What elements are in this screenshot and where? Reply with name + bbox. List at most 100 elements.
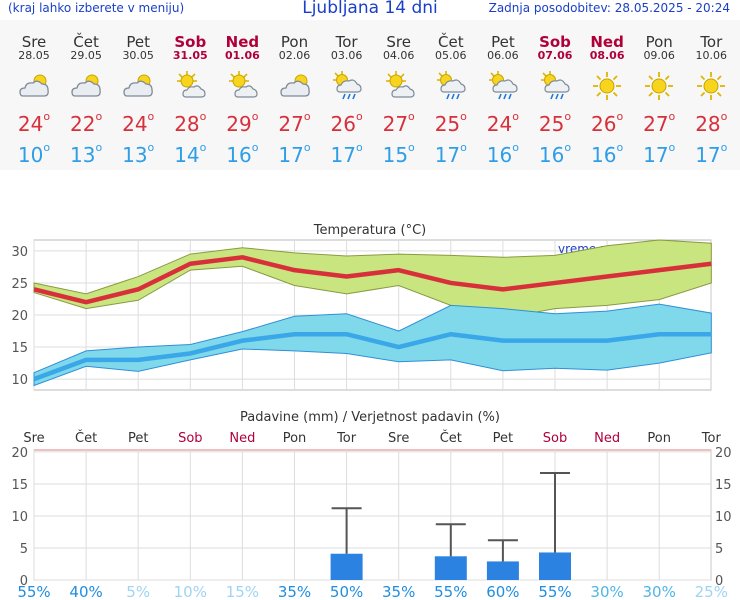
day-name: Pon	[280, 33, 309, 51]
precipitation-probability: 35%	[382, 583, 415, 600]
max-temperature: 26o	[330, 110, 363, 136]
min-temperature-range-band	[33, 303, 712, 387]
sun-rain-icon	[332, 71, 362, 100]
day-name: Ned	[225, 33, 260, 51]
day-name: Pet	[491, 33, 515, 51]
day-name: Ned	[590, 33, 624, 51]
location-menu-hint[interactable]: (kraj lahko izberete v meniju)	[8, 1, 185, 15]
x-tick-label: Čet	[440, 430, 462, 446]
day-name: Pon	[645, 33, 673, 51]
plot-area	[33, 449, 712, 581]
x-tick-label: Sre	[388, 431, 409, 446]
precipitation-probability: 50%	[330, 583, 363, 600]
x-tick-label: Tor	[336, 431, 357, 446]
min-temperature: 13o	[70, 141, 103, 167]
last-update-text: Zadnja posodobitev: 28.05.2025 - 20:24	[488, 1, 730, 15]
max-temperature: 29o	[226, 110, 259, 136]
sun-rain-icon	[541, 71, 570, 100]
min-temperature: 10o	[17, 141, 51, 167]
precipitation-bar	[434, 556, 467, 580]
day-date: 10.06	[695, 49, 728, 62]
min-temperature: 17o	[434, 141, 467, 167]
day-date: 30.05	[122, 49, 154, 62]
partly-cloudy-icon	[19, 74, 49, 97]
chart-title: Padavine (mm) / Verjetnost padavin (%)	[240, 410, 500, 425]
y-tick-label-right: 0	[715, 574, 723, 589]
page-title: Ljubljana 14 dni	[302, 0, 438, 18]
max-temperature: 24o	[486, 110, 519, 136]
y-tick-label-left: 15	[11, 478, 28, 493]
precipitation-bar	[330, 553, 363, 580]
sun-cloud-icon	[229, 71, 258, 98]
day-date: 04.06	[382, 49, 415, 62]
min-temperature: 13o	[122, 141, 155, 167]
precipitation-probability: 55%	[17, 583, 50, 600]
max-temperature: 22o	[70, 110, 103, 136]
sun-icon	[593, 72, 622, 100]
sun-icon	[697, 72, 726, 100]
min-temperature: 17o	[330, 141, 363, 167]
day-date: 01.06	[224, 49, 260, 62]
max-temperature: 27o	[278, 110, 311, 136]
day-date: 08.06	[589, 49, 625, 62]
y-tick-label: 10	[11, 373, 28, 388]
precipitation-probability: 5%	[126, 583, 150, 600]
header-bar: (kraj lahko izberete v meniju) Ljubljana…	[0, 0, 740, 20]
precipitation-probability: 15%	[226, 583, 259, 600]
day-date: 28.05	[18, 49, 50, 62]
y-tick-label-left: 0	[20, 574, 28, 589]
precipitation-probability: 60%	[486, 583, 519, 600]
sun-rain-icon	[488, 71, 518, 100]
x-tick-label: Sre	[23, 431, 44, 446]
day-name: Tor	[335, 33, 358, 51]
min-temperature: 17o	[695, 141, 728, 167]
day-name: Sre	[21, 33, 47, 51]
day-date: 05.06	[435, 49, 467, 62]
sun-icon	[645, 72, 674, 100]
x-tick-label: Pon	[647, 431, 671, 446]
y-tick-label-right: 15	[715, 478, 732, 493]
day-name: Sob	[174, 33, 207, 51]
y-tick-label: 15	[11, 341, 28, 356]
max-temperature: 26o	[591, 110, 624, 136]
day-name: Sre	[386, 33, 411, 51]
precipitation-probability: 25%	[695, 583, 728, 600]
y-tick-label-right: 5	[715, 542, 723, 557]
min-temperature: 16o	[486, 141, 519, 167]
x-tick-label: Pon	[283, 431, 307, 446]
precipitation-probability: 30%	[643, 583, 676, 600]
max-temperature-line	[33, 255, 712, 305]
precipitation-probability: 55%	[538, 583, 571, 600]
y-tick-label: 30	[11, 245, 28, 260]
day-date: 07.06	[537, 49, 573, 62]
x-tick-label: Sob	[543, 431, 567, 446]
y-tick-label-right: 20	[715, 446, 732, 461]
day-date: 03.06	[330, 49, 363, 62]
max-temperature: 28o	[695, 110, 728, 136]
day-date: 31.05	[172, 49, 208, 62]
partly-cloudy-icon	[279, 74, 310, 97]
min-temperature: 16o	[226, 141, 259, 167]
min-temperature-line	[33, 331, 712, 382]
daily-forecast-panel: Sre 28.05 24o 10o Čet 29.05 22o 13o Pet 30.05 24o 1…	[0, 20, 740, 170]
sun-rain-icon	[436, 71, 466, 100]
max-temperature: 28o	[174, 110, 207, 136]
y-tick-label-right: 10	[715, 510, 732, 525]
x-tick-label: Ned	[594, 431, 620, 446]
chart-title: Temperatura (°C)	[313, 223, 426, 238]
precipitation-bar	[486, 561, 519, 580]
max-temperature: 24o	[17, 110, 51, 136]
min-temperature: 17o	[643, 141, 676, 167]
precipitation-probability: 55%	[434, 583, 467, 600]
partly-cloudy-icon	[123, 74, 153, 97]
x-tick-label: Ned	[229, 431, 255, 446]
precipitation-probability: 35%	[278, 583, 311, 600]
max-temperature: 27o	[382, 110, 415, 136]
y-tick-label: 25	[11, 277, 28, 292]
min-temperature: 17o	[278, 141, 311, 167]
max-temperature: 24o	[122, 110, 155, 136]
max-temperature: 25o	[538, 110, 572, 136]
y-tick-label-left: 20	[11, 446, 28, 461]
x-tick-label: Pet	[493, 431, 513, 446]
